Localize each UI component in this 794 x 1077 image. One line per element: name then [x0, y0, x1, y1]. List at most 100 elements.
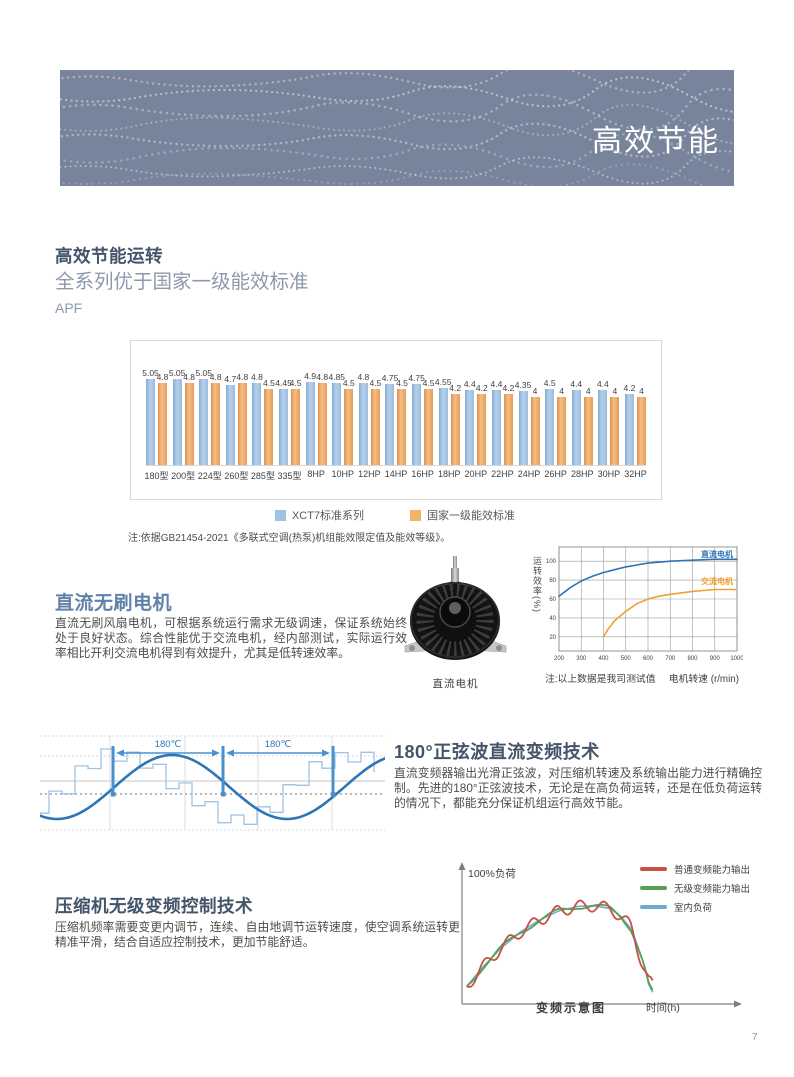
load-legend: 普通变频能力输出 无级变频能力输出 室内负荷	[639, 862, 750, 914]
motor-chart-xlabel: 电机转速 (r/min)	[668, 674, 739, 685]
svg-text:1000: 1000	[730, 656, 743, 662]
bar-group: 4.5 4 26HP	[543, 341, 567, 480]
bar-group: 4.7 4.8 260型	[224, 341, 248, 481]
inverter-load-chart: 100%负荷 普通变频能力输出 无级变频能力输出 室内负荷 变频示意图 时间(h…	[448, 856, 750, 1026]
bar-orange	[424, 388, 434, 465]
bar-blue	[358, 383, 368, 465]
bar-orange	[370, 388, 380, 465]
load-chart-xlabel: 时间(h)	[646, 1002, 680, 1014]
bar-group: 4.75 4.5 16HP	[408, 341, 435, 479]
section4-title: 压缩机无级变频控制技术	[55, 896, 253, 916]
bar-category-label: 285型	[250, 471, 275, 481]
bar-orange	[317, 383, 327, 465]
apf-legend: XCT7标准系列 国家一级能效标准	[130, 507, 660, 523]
bar-value-label: 4.5	[422, 377, 435, 388]
bar-orange	[158, 383, 167, 465]
bar-blue	[172, 379, 182, 465]
bar-blue	[491, 390, 501, 465]
bar-group: 4.4 4.2 20HP	[464, 341, 488, 479]
bar-blue	[598, 390, 608, 465]
motor-chart-note: 注:以上数据是我司测试值	[545, 674, 656, 685]
apf-bars: 5.05 4.8 180型 5.05 4.8 200型 5.05 4.8 224型 4.7 4.8 2…	[142, 341, 647, 481]
bar-blue	[252, 383, 262, 465]
bar-blue	[305, 381, 315, 465]
svg-text:100: 100	[546, 559, 557, 565]
bar-value-label: 4.9	[304, 370, 317, 381]
bar-category-label: 30HP	[597, 469, 621, 479]
svg-text:700: 700	[665, 656, 676, 662]
bar-category-label: 200型	[171, 471, 196, 481]
section1-title: 高效节能运转	[55, 246, 163, 266]
bar-value-label: 4.45	[275, 378, 292, 389]
bar-blue	[438, 387, 448, 465]
bar-group: 5.05 4.8 200型	[169, 341, 195, 481]
bar-value-label: 4.8	[251, 372, 263, 383]
bar-blue	[571, 390, 581, 465]
bar-blue	[465, 390, 475, 465]
header-banner: 高效节能	[60, 70, 734, 186]
legend-label: 普通变频能力输出	[673, 865, 750, 876]
load-chart-caption: 变频示意图	[536, 1001, 607, 1015]
bar-value-label: 4.5	[289, 377, 302, 388]
bar-value-label: 4	[639, 386, 644, 396]
svg-text:40: 40	[549, 616, 556, 622]
bar-orange	[264, 388, 274, 465]
page-number: 7	[752, 1032, 758, 1043]
bar-category-label: 16HP	[411, 469, 434, 479]
legend-swatch-blue	[274, 509, 286, 521]
dc-motor-image	[404, 556, 507, 660]
svg-text:60: 60	[549, 597, 556, 603]
bar-category-label: 32HP	[624, 469, 647, 479]
sine-wave-diagram: 180℃ 180℃	[40, 735, 385, 831]
section1-subtitle: 全系列优于国家一级能效标准	[55, 271, 309, 293]
bar-category-label: 26HP	[544, 469, 567, 479]
legend-label: XCT7标准系列	[291, 510, 365, 522]
motor-chart-notes: 注:以上数据是我司测试值 电机转速 (r/min)	[545, 671, 739, 685]
bar-value-label: 4.4	[596, 379, 609, 390]
bar-value-label: 4.2	[502, 382, 515, 393]
motor-efficiency-chart: 200 300 400 500 600 700 800 900 1000 20 40 60 80 100 直…	[546, 546, 743, 662]
bar-blue	[624, 393, 634, 465]
page-title: 高效节能	[592, 125, 720, 158]
legend-label: 国家一级能效标准	[427, 510, 516, 522]
load-100-label: 100%负荷	[468, 868, 516, 880]
apf-bar-chart: 5.05 4.8 180型 5.05 4.8 200型 5.05 4.8 224型 4.7 4.8 2…	[130, 340, 662, 500]
legend-swatch-green	[639, 886, 667, 890]
bar-group: 4.9 4.8 8HP	[304, 341, 328, 479]
load-chart-canvas	[458, 862, 742, 1008]
bar-value-label: 4.5	[263, 377, 275, 388]
bar-group: 5.05 4.8 180型	[142, 341, 168, 481]
svg-text:20: 20	[549, 635, 556, 641]
wave-pattern	[60, 70, 734, 186]
smooth-sine-wave	[40, 753, 385, 821]
legend-item-xct7: XCT7标准系列	[274, 507, 365, 523]
svg-text:400: 400	[598, 656, 609, 662]
legend-label: 无级变频能力输出	[673, 884, 750, 895]
ac-motor-curve-label: 交流电机	[701, 576, 733, 586]
bar-group: 4.8 4.5 285型	[251, 341, 275, 481]
bar-group: 4.55 4.2 18HP	[435, 341, 462, 479]
bar-value-label: 4.8	[209, 372, 222, 383]
legend-label: 室内负荷	[673, 903, 712, 914]
bar-value-label: 4.35	[514, 380, 532, 391]
bar-value-label: 4.5	[342, 377, 355, 388]
bar-group: 4.4 4.2 22HP	[491, 341, 515, 479]
bar-blue	[412, 384, 422, 465]
section3-title: 180°正弦波直流变频技术	[394, 742, 600, 762]
bar-orange	[503, 393, 513, 465]
bar-value-label: 4.5	[543, 377, 556, 388]
bar-blue	[225, 385, 235, 465]
motor-chart-ylabel: 运转效率(%)	[532, 556, 542, 613]
bar-group: 5.05 4.8 224型	[195, 341, 222, 481]
bar-value-label: 5.05	[142, 368, 159, 379]
bar-value-label: 4.2	[449, 382, 462, 393]
bar-value-label: 4.85	[328, 371, 346, 382]
pwm-step-wave	[40, 748, 375, 825]
bar-group: 4.85 4.5 10HP	[328, 341, 355, 479]
section4-body: 压缩机频率需要变更内调节，连续、自由地调节运转速度，使空调系统运转更精准平滑，结…	[55, 920, 460, 949]
bar-value-label: 4	[559, 386, 565, 396]
bar-value-label: 4.2	[623, 382, 636, 393]
bar-group: 4.4 4 30HP	[596, 341, 620, 479]
svg-text:800: 800	[687, 656, 698, 662]
bar-blue	[545, 388, 555, 465]
